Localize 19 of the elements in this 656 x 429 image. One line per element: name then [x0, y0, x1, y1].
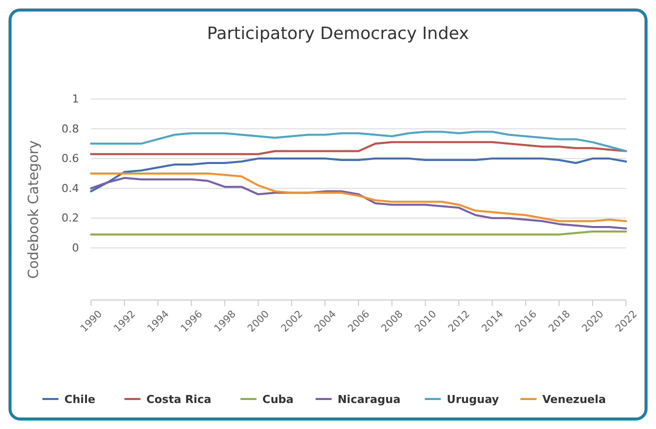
legend-label: Nicaragua [338, 392, 401, 406]
y-tick-label: 1 [72, 92, 79, 106]
line-series [90, 176, 627, 230]
y-tick-label: 0.8 [62, 122, 79, 136]
line-series [90, 141, 627, 156]
legend-label: Costa Rica [146, 392, 212, 406]
line-series [90, 158, 627, 192]
legend-label: Venezuela [542, 392, 606, 406]
y-tick-label: 0.4 [62, 182, 79, 195]
legend-label: Cuba [262, 392, 294, 406]
y-tick-label: 0.2 [62, 212, 79, 225]
y-tick-label: 0 [72, 241, 79, 254]
line-series [90, 172, 627, 222]
chart-title: Participatory Democracy Index [207, 24, 469, 44]
legend-label: Uruguay [446, 392, 499, 406]
line-series [90, 130, 627, 152]
legend-label: Chile [64, 392, 96, 406]
y-axis-title: Codebook Category [26, 140, 42, 279]
y-tick-label: 0.6 [62, 152, 79, 166]
